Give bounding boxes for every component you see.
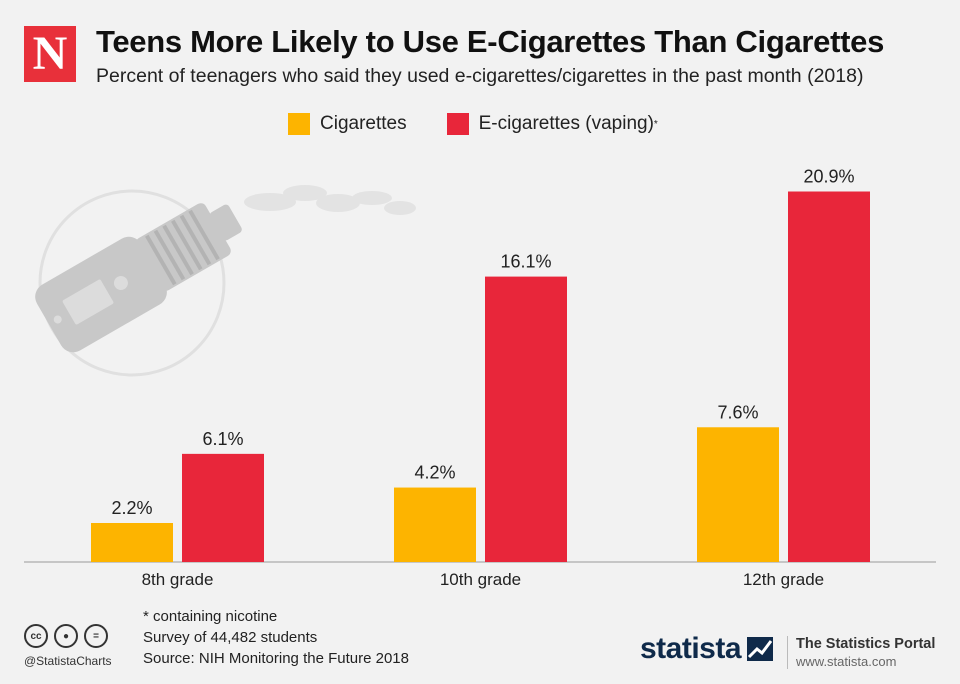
legend-label-ecigarettes: E-cigarettes (vaping) bbox=[478, 113, 654, 134]
x-tick-label-12th-grade: 12th grade bbox=[743, 570, 824, 589]
legend-item-ecigarettes: E-cigarettes (vaping) * bbox=[446, 113, 658, 135]
footnote-source: Source: NIH Monitoring the Future 2018 bbox=[143, 650, 409, 667]
statista-handle: @StatistaCharts bbox=[24, 654, 112, 668]
legend: Cigarettes E-cigarettes (vaping) * bbox=[288, 113, 698, 135]
plot-area: 2.2% 6.1% 8th grade 4.2% 16.1% 10th grade 7.6%… bbox=[24, 167, 936, 589]
footnote-survey: Survey of 44,482 students bbox=[143, 629, 318, 646]
statista-wordmark: statista bbox=[640, 632, 742, 665]
x-tick-label-10th-grade: 10th grade bbox=[440, 570, 521, 589]
chart-subtitle: Percent of teenagers who said they used … bbox=[96, 65, 864, 87]
data-label-e-cigarettes-vaping-8th-grade: 6.1% bbox=[202, 429, 243, 449]
footnotes: * containing nicotine Survey of 44,482 s… bbox=[143, 606, 409, 669]
legend-label-cigarettes: Cigarettes bbox=[320, 113, 407, 134]
legend-swatch-cigarettes bbox=[288, 113, 310, 135]
bar-cigarettes-8th-grade bbox=[91, 523, 173, 562]
bar-e-cigarettes-vaping-8th-grade bbox=[182, 453, 264, 562]
bar-e-cigarettes-vaping-10th-grade bbox=[485, 276, 567, 562]
data-label-cigarettes-8th-grade: 2.2% bbox=[111, 498, 152, 518]
newsweek-logo: N bbox=[24, 26, 76, 82]
legend-swatch-ecigarettes bbox=[446, 113, 469, 135]
data-label-e-cigarettes-vaping-10th-grade: 16.1% bbox=[500, 252, 551, 272]
portal-url: www.statista.com bbox=[796, 654, 897, 669]
equals-icon: = bbox=[84, 624, 108, 648]
bar-cigarettes-12th-grade bbox=[697, 427, 779, 562]
portal-title: The Statistics Portal bbox=[796, 636, 936, 652]
x-tick-label-8th-grade: 8th grade bbox=[142, 570, 214, 589]
license-icons: cc ● = bbox=[24, 624, 114, 648]
cc-icon: cc bbox=[24, 624, 48, 648]
data-label-cigarettes-12th-grade: 7.6% bbox=[717, 402, 758, 422]
legend-item-cigarettes: Cigarettes bbox=[288, 113, 407, 135]
statista-portal: The Statistics Portal www.statista.com bbox=[787, 636, 935, 669]
data-label-e-cigarettes-vaping-12th-grade: 20.9% bbox=[803, 167, 854, 187]
statista-mark-icon bbox=[747, 637, 774, 661]
bar-cigarettes-10th-grade bbox=[394, 487, 476, 562]
vape-illustration-icon bbox=[35, 185, 416, 377]
legend-asterisk: * bbox=[653, 118, 658, 130]
bar-e-cigarettes-vaping-12th-grade bbox=[788, 191, 870, 562]
data-label-cigarettes-10th-grade: 4.2% bbox=[414, 463, 455, 483]
chart-title: Teens More Likely to Use E-Cigarettes Th… bbox=[96, 24, 885, 59]
footnote-nicotine: * containing nicotine bbox=[143, 608, 278, 625]
person-icon: ● bbox=[54, 624, 78, 648]
statista-logo: statista bbox=[640, 632, 774, 666]
